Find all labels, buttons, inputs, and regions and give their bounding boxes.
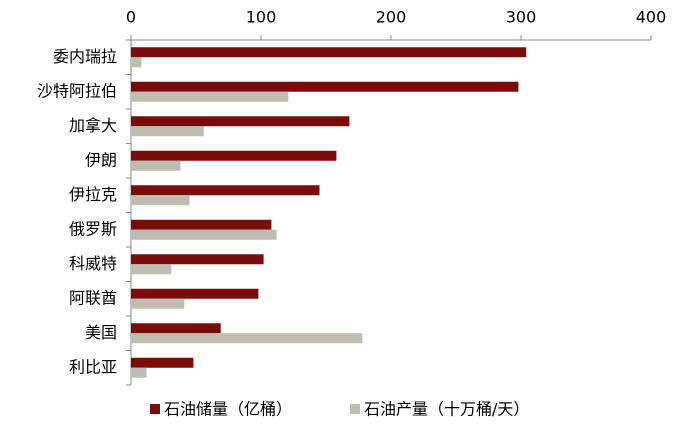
- legend-swatch: [350, 404, 360, 414]
- x-tick-label: 400: [636, 8, 667, 27]
- bar: [131, 288, 259, 299]
- legend-swatch: [150, 404, 160, 414]
- y-tick-label: 加拿大: [69, 116, 117, 135]
- bar: [131, 367, 147, 378]
- y-tick-label: 利比亚: [69, 357, 117, 376]
- bar: [131, 264, 172, 275]
- bar: [131, 195, 190, 206]
- bar: [131, 126, 204, 137]
- x-tick-label: 300: [506, 8, 537, 27]
- bar: [131, 150, 337, 161]
- y-tick-label: 俄罗斯: [69, 219, 117, 238]
- y-tick-label: 委内瑞拉: [53, 47, 117, 66]
- y-tick-label: 阿联酋: [69, 288, 117, 307]
- bar: [131, 160, 181, 171]
- bar: [131, 357, 194, 368]
- y-tick-label: 伊朗: [85, 150, 117, 169]
- bar: [131, 57, 142, 68]
- bar: [131, 185, 320, 196]
- legend-label: 石油储量（亿桶）: [164, 400, 292, 419]
- bar: [131, 229, 277, 240]
- y-tick-label: 科威特: [69, 254, 117, 273]
- y-tick-label: 美国: [85, 323, 117, 342]
- bar: [131, 254, 264, 265]
- x-tick-label: 100: [246, 8, 277, 27]
- x-tick-label: 0: [126, 8, 136, 27]
- bar: [131, 81, 519, 92]
- y-tick-label: 伊拉克: [69, 185, 117, 204]
- bar: [131, 333, 363, 344]
- legend-label: 石油产量（十万桶/天）: [364, 400, 529, 419]
- x-tick-label: 200: [376, 8, 407, 27]
- bar: [131, 323, 221, 334]
- bar: [131, 298, 185, 309]
- bar: [131, 91, 289, 102]
- bar: [131, 116, 350, 127]
- bar: [131, 47, 527, 58]
- y-tick-label: 沙特阿拉伯: [37, 81, 117, 100]
- bar: [131, 219, 272, 230]
